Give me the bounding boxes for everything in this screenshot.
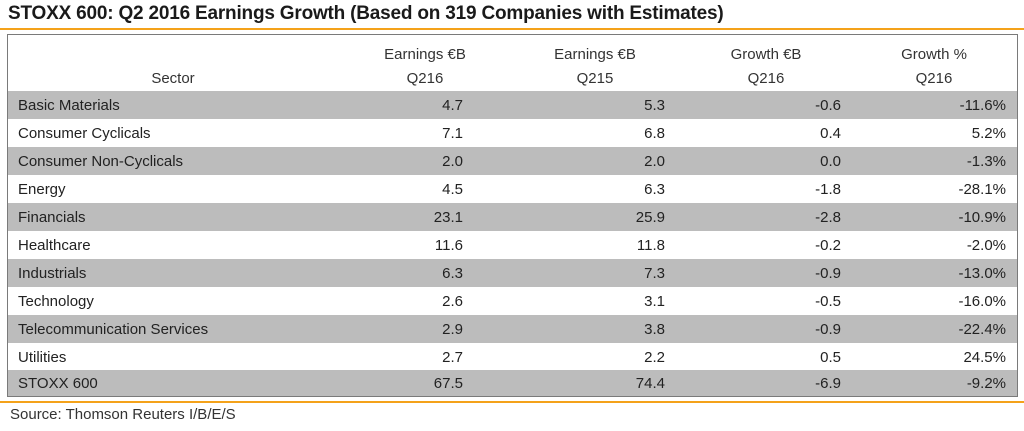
header-earnings-q215-line2: Q215 <box>576 70 614 87</box>
earnings-q215-cell: 11.8 <box>636 237 665 254</box>
earnings-q216-cell: 2.6 <box>442 293 463 310</box>
total-row: STOXX 600 67.5 74.4 -6.9 -9.2% <box>8 370 1017 396</box>
growth-pct-cell: -1.3% <box>966 153 1006 170</box>
growth-b-cell: 0.5 <box>820 349 841 366</box>
earnings-q215-cell: 3.8 <box>644 321 665 338</box>
source-note: Source: Thomson Reuters I/B/E/S <box>10 406 236 423</box>
table-row: Basic Materials 4.7 5.3 -0.6 -11.6% <box>8 91 1017 119</box>
table-row: Technology 2.6 3.1 -0.5 -16.0% <box>8 287 1017 315</box>
header-earnings-q215-line1: Earnings €B <box>554 46 636 63</box>
earnings-q216-cell: 4.7 <box>442 97 463 114</box>
header-growth-pct-line2: Q216 <box>915 70 953 87</box>
table-row: Healthcare 11.6 11.8 -0.2 -2.0% <box>8 231 1017 259</box>
sector-cell: Telecommunication Services <box>18 321 209 338</box>
sector-cell: Industrials <box>18 265 87 282</box>
growth-b-cell: -2.8 <box>815 209 841 226</box>
total-growth-b-cell: -6.9 <box>815 375 841 392</box>
growth-b-cell: -0.2 <box>815 237 841 254</box>
header-growth-b-line2: Q216 <box>747 70 785 87</box>
sector-cell: Basic Materials <box>18 97 120 114</box>
growth-b-cell: 0.0 <box>820 153 841 170</box>
earnings-q215-cell: 2.2 <box>644 349 665 366</box>
table-row: Consumer Cyclicals 7.1 6.8 0.4 5.2% <box>8 119 1017 147</box>
header-sector: Sector <box>151 70 195 87</box>
total-growth-pct-cell: -9.2% <box>966 375 1006 392</box>
earnings-q215-cell: 25.9 <box>635 209 665 226</box>
total-earnings-q215-cell: 74.4 <box>635 375 665 392</box>
earnings-q215-cell: 5.3 <box>644 97 665 114</box>
earnings-q216-cell: 11.6 <box>434 237 463 254</box>
table-row: Financials 23.1 25.9 -2.8 -10.9% <box>8 203 1017 231</box>
table-row: Consumer Non-Cyclicals 2.0 2.0 0.0 -1.3% <box>8 147 1017 175</box>
earnings-q215-cell: 7.3 <box>644 265 665 282</box>
earnings-q216-cell: 2.0 <box>442 153 463 170</box>
growth-pct-cell: -16.0% <box>958 293 1006 310</box>
earnings-q216-cell: 6.3 <box>442 265 463 282</box>
sector-cell: Consumer Non-Cyclicals <box>18 153 184 170</box>
earnings-q215-cell: 6.8 <box>644 125 665 142</box>
growth-b-cell: -0.5 <box>815 293 841 310</box>
sector-cell: Consumer Cyclicals <box>18 125 151 142</box>
earnings-q215-cell: 6.3 <box>644 181 665 198</box>
growth-b-cell: -0.9 <box>815 321 841 338</box>
growth-pct-cell: -28.1% <box>958 181 1006 198</box>
header-growth-pct-line1: Growth % <box>901 46 967 63</box>
sector-cell: Healthcare <box>18 237 91 254</box>
top-accent-rule <box>0 28 1024 30</box>
growth-pct-cell: -13.0% <box>958 265 1006 282</box>
earnings-q215-cell: 2.0 <box>644 153 665 170</box>
table-row: Telecommunication Services 2.9 3.8 -0.9 … <box>8 315 1017 343</box>
earnings-q216-cell: 2.9 <box>442 321 463 338</box>
header-growth-b-line1: Growth €B <box>730 46 802 63</box>
growth-b-cell: -1.8 <box>815 181 841 198</box>
table-row: Energy 4.5 6.3 -1.8 -28.1% <box>8 175 1017 203</box>
growth-pct-cell: 24.5% <box>963 349 1006 366</box>
header-earnings-q216-line2: Q216 <box>406 70 444 87</box>
earnings-q215-cell: 3.1 <box>644 293 665 310</box>
growth-pct-cell: 5.2% <box>971 125 1006 142</box>
bottom-accent-rule <box>0 401 1024 403</box>
total-sector-cell: STOXX 600 <box>18 375 98 392</box>
growth-pct-cell: -2.0% <box>966 237 1006 254</box>
earnings-q216-cell: 7.1 <box>442 125 463 142</box>
growth-pct-cell: -10.9% <box>958 209 1006 226</box>
sector-cell: Utilities <box>18 349 67 366</box>
growth-pct-cell: -11.6% <box>959 97 1006 114</box>
growth-b-cell: -0.6 <box>815 97 841 114</box>
sector-cell: Technology <box>18 293 94 310</box>
table-title: STOXX 600: Q2 2016 Earnings Growth (Base… <box>8 3 724 24</box>
earnings-q216-cell: 4.5 <box>442 181 463 198</box>
table-row: Utilities 2.7 2.2 0.5 24.5% <box>8 343 1017 371</box>
sector-cell: Energy <box>18 181 66 198</box>
total-earnings-q216-cell: 67.5 <box>433 375 463 392</box>
table-row: Industrials 6.3 7.3 -0.9 -13.0% <box>8 259 1017 287</box>
earnings-q216-cell: 23.1 <box>433 209 463 226</box>
header-earnings-q216-line1: Earnings €B <box>384 46 466 63</box>
growth-b-cell: 0.4 <box>820 125 841 142</box>
growth-pct-cell: -22.4% <box>958 321 1006 338</box>
growth-b-cell: -0.9 <box>815 265 841 282</box>
table-frame <box>7 34 1018 397</box>
sector-cell: Financials <box>18 209 86 226</box>
earnings-q216-cell: 2.7 <box>442 349 463 366</box>
